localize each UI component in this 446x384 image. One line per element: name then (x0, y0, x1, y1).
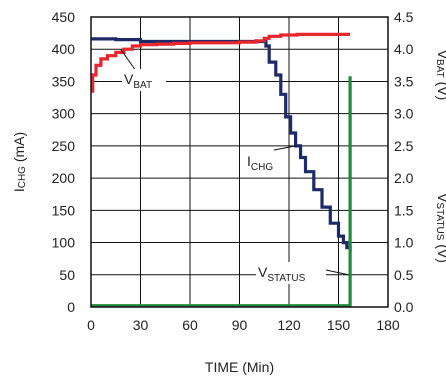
annotation-vbat: VBAT (120, 48, 166, 91)
x-tick-label: 120 (277, 317, 301, 333)
annotation-ichg-leader (273, 145, 296, 151)
annotation-vstatus-background (256, 262, 326, 284)
y-right-tick-label: 4.5 (394, 9, 414, 25)
x-tick-label: 0 (87, 317, 95, 333)
y-left-tick-label: 300 (52, 106, 76, 122)
y-left-tick-label: 200 (52, 170, 76, 186)
y-right-tick-label: 3.0 (394, 106, 414, 122)
annotation-vstatus: VSTATUS (256, 262, 349, 284)
series-vbat-line (91, 32, 351, 93)
y-right-tick-label: 2.0 (394, 170, 414, 186)
series-vstatus-line (91, 76, 352, 308)
y-axis-left-label: ICHG (mA) (11, 132, 28, 192)
y-left-tick-label: 100 (52, 235, 76, 251)
y-left-tick-label: 350 (52, 73, 76, 89)
x-tick-label: 180 (376, 317, 400, 333)
y-right-tick-label: 3.5 (394, 73, 414, 89)
annotation-vstatus-leader (325, 269, 349, 276)
y-left-tick-label: 0 (67, 299, 75, 315)
x-tick-label: 60 (182, 317, 198, 333)
annotation-vbat-leader (120, 48, 137, 72)
y-left-tick-label: 250 (52, 138, 76, 154)
tick-labels: 0 30 60 90 120 150 180 0 50 100 150 200 250 300 350 400… (52, 9, 414, 333)
annotation-ichg-label: ICHG (247, 153, 273, 173)
y-right-tick-label: 2.5 (394, 138, 414, 154)
annotation-vstatus-label: VSTATUS (258, 264, 306, 284)
y-axis-right-vbat-label: VBAT (V) (434, 50, 446, 101)
y-right-tick-label: 4.0 (394, 41, 414, 57)
y-right-tick-label: 1.0 (394, 235, 414, 251)
y-axis-right-vstatus-label: VSTATUS (V) (434, 193, 446, 263)
annotation-ichg-background (245, 151, 287, 173)
x-axis-label: TIME (Min) (205, 359, 274, 375)
y-left-tick-label: 50 (59, 267, 75, 283)
y-right-tick-label: 0.5 (394, 267, 414, 283)
x-tick-label: 150 (327, 317, 351, 333)
y-right-tick-label: 1.5 (394, 202, 414, 218)
y-left-tick-label: 150 (52, 202, 76, 218)
series-group (91, 32, 352, 308)
x-tick-label: 90 (232, 317, 248, 333)
plot-frame (90, 16, 389, 308)
y-left-tick-label: 450 (52, 9, 76, 25)
annotation-vbat-label: VBAT (124, 71, 152, 91)
annotation-ichg: ICHG (245, 145, 296, 173)
y-right-tick-label: 0.0 (394, 299, 414, 315)
grid (91, 17, 388, 307)
y-left-tick-label: 400 (52, 41, 76, 57)
x-tick-label: 30 (133, 317, 149, 333)
annotation-vbat-background (122, 69, 166, 91)
